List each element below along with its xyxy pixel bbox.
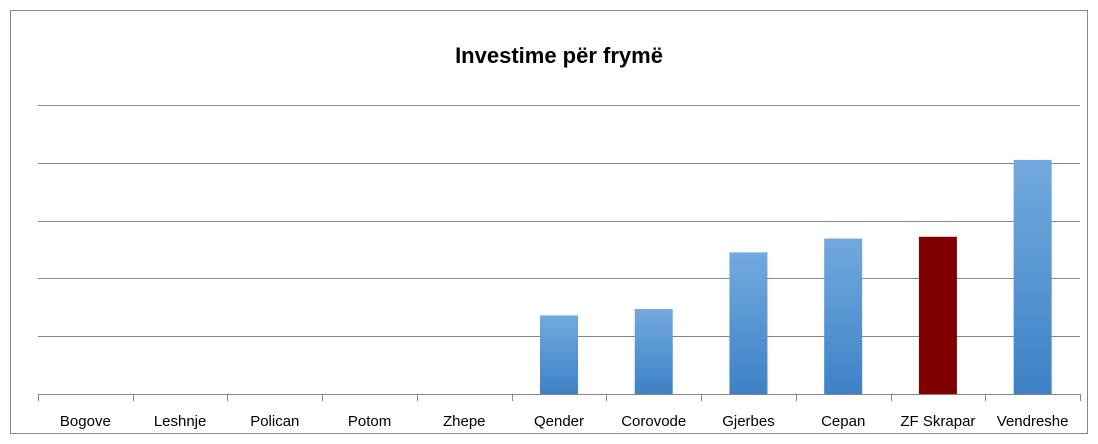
x-tick-label: Leshnje [154, 413, 207, 430]
bar [634, 309, 673, 394]
x-tick-label: Polican [250, 413, 299, 430]
x-tick-label: Cepan [821, 413, 865, 430]
bar [824, 238, 863, 394]
bar [918, 236, 957, 394]
x-tick-label: Qender [534, 413, 584, 430]
bar [540, 315, 578, 394]
x-tick-label: Corovode [621, 413, 686, 430]
x-tick-label: Gjerbes [722, 413, 775, 430]
bar [729, 252, 768, 394]
x-tick-label: Vendreshe [997, 413, 1069, 430]
x-tick-label: Potom [348, 413, 391, 430]
bar [1013, 159, 1052, 394]
chart-title: Investime për frymë [455, 43, 663, 68]
x-tick-label: Zhepe [443, 413, 486, 430]
x-tick-label: ZF Skrapar [900, 413, 975, 430]
x-tick-label: Bogove [60, 413, 111, 430]
